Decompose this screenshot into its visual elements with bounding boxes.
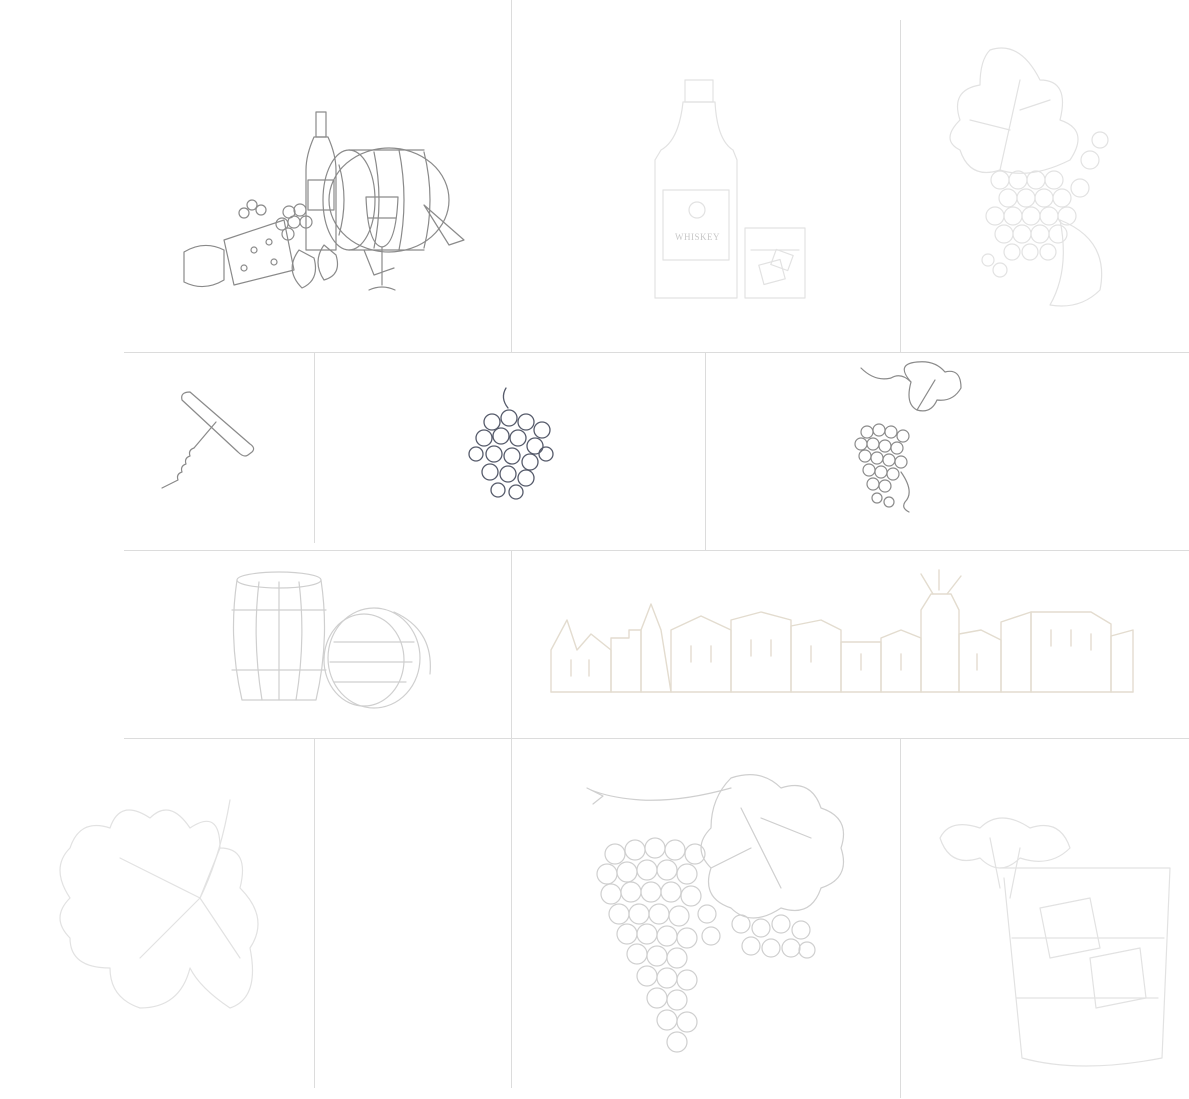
town-skyline-tile[interactable]	[511, 550, 1189, 738]
grid-divider	[124, 738, 1189, 739]
vine-leaf-faint-tile[interactable]	[40, 738, 314, 1088]
grid-divider	[511, 0, 512, 352]
grid-divider	[314, 352, 315, 543]
corkscrew-icon	[161, 391, 255, 489]
grid-divider	[511, 550, 512, 738]
two-barrels-tile[interactable]	[124, 550, 511, 738]
grid-divider	[900, 20, 901, 352]
grape-leaf-bunch-faint-tile[interactable]	[900, 20, 1189, 352]
whiskey-bottle-tile[interactable]: WHISKEY	[511, 0, 900, 352]
grid-divider	[124, 352, 1189, 353]
whiskey-label: WHISKEY	[675, 232, 720, 242]
grid-divider	[511, 738, 512, 1088]
grid-divider	[124, 550, 1189, 551]
small-grape-bunch-tile[interactable]	[314, 352, 705, 550]
whiskey-bottle-and-glass-icon: WHISKEY	[654, 79, 806, 299]
grid-divider	[900, 738, 901, 1098]
wine-barrel-still-life-tile[interactable]	[124, 0, 511, 352]
grape-bunch-with-leaf-icon	[949, 47, 1109, 307]
grape-vine-with-leaf-icon	[854, 361, 962, 513]
grid-divider	[705, 352, 706, 550]
empty-tile[interactable]	[314, 738, 511, 1088]
large-grape-bunch-tile[interactable]	[511, 738, 900, 1088]
corkscrew-tile[interactable]	[124, 352, 314, 543]
grid-divider	[314, 738, 315, 1088]
grape-vine-leaf-tile[interactable]	[705, 352, 1189, 550]
cocktail-glass-mint-tile[interactable]	[900, 738, 1189, 1098]
old-town-skyline-with-windmill-icon	[550, 569, 1134, 693]
vine-leaf-icon	[59, 799, 259, 1009]
large-grape-bunch-icon	[586, 774, 845, 1053]
whiskey-glass-with-mint-icon	[939, 817, 1171, 1067]
wine-barrel-cheese-still-life-icon	[183, 111, 465, 291]
grape-bunch-icon	[468, 387, 554, 500]
two-barrels-icon	[231, 571, 431, 709]
